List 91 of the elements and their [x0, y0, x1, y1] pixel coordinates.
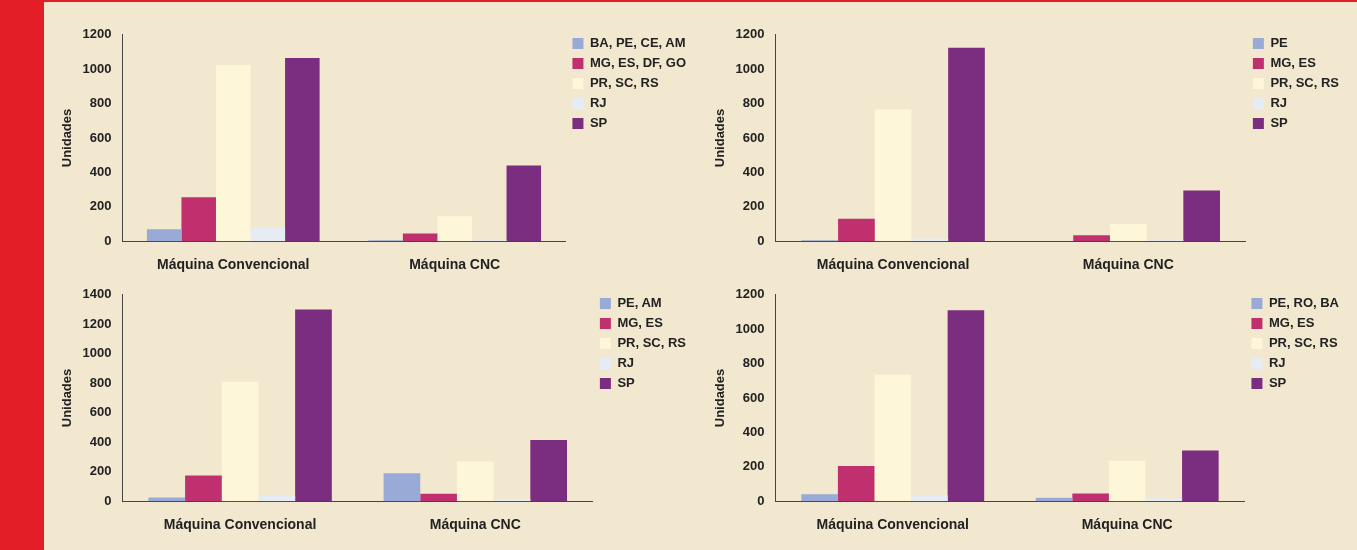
x-tick-label: Máquina CNC	[1081, 516, 1173, 533]
y-tick-label: 1000	[82, 60, 112, 76]
bar	[181, 197, 216, 242]
y-tick-label: 400	[89, 433, 112, 449]
legend-label: MG, ES	[617, 315, 664, 331]
y-tick-label: 1000	[735, 60, 765, 76]
legend-label: MG, ES	[1268, 315, 1315, 331]
x-tick-label: Máquina CNC	[429, 516, 521, 533]
bar	[1072, 493, 1109, 502]
y-tick-label: 1200	[735, 286, 765, 302]
bar	[1182, 450, 1219, 502]
bar	[1108, 460, 1146, 502]
bar	[402, 233, 438, 242]
y-tick-label: 0	[104, 492, 112, 508]
bar	[1183, 190, 1221, 242]
bar	[530, 440, 568, 502]
bar	[1073, 235, 1110, 242]
bar	[258, 496, 296, 502]
y-tick-label: 0	[104, 232, 112, 248]
x-tick-label: Máquina Convencional	[163, 516, 317, 533]
y-tick-label: 1200	[82, 26, 112, 42]
y-tick-label: 1000	[82, 345, 112, 361]
legend-label: SP	[617, 375, 636, 391]
y-tick-label: 800	[742, 95, 765, 111]
bar	[221, 381, 259, 502]
y-tick-label: 200	[742, 198, 765, 214]
legend-label: PR, SC, RS	[1270, 75, 1340, 91]
bar	[838, 218, 875, 242]
legend-label: RJ	[1268, 355, 1286, 371]
x-tick-label: Máquina CNC	[409, 256, 501, 273]
legend-label: SP	[589, 115, 608, 131]
bar	[215, 64, 251, 242]
legend-label: PR, SC, RS	[1268, 335, 1338, 351]
legend-label: PE, AM	[617, 295, 662, 311]
y-tick-label: 600	[89, 129, 112, 145]
y-tick-label: 200	[89, 198, 112, 214]
bar	[250, 227, 286, 242]
y-axis-title: Unidades	[712, 108, 728, 168]
y-tick-label: 800	[89, 95, 112, 111]
bar	[874, 374, 912, 502]
legend-label: RJ	[589, 95, 607, 111]
bar	[146, 229, 182, 242]
x-tick-label: Máquina Convencional	[157, 256, 310, 273]
legend-label: PR, SC, RS	[617, 335, 687, 351]
legend-label: PR, SC, RS	[589, 75, 659, 91]
y-tick-label: 600	[742, 389, 765, 405]
y-tick-label: 800	[89, 374, 112, 390]
legend-label: RJ	[1270, 95, 1287, 111]
x-tick-label: Máquina Convencional	[816, 516, 969, 533]
bar	[837, 465, 875, 502]
legend-label: BA, PE, CE, AM	[589, 35, 686, 51]
bar	[948, 47, 985, 242]
x-tick-label: Máquina Convencional	[816, 256, 970, 273]
x-tick-label: Máquina CNC	[1082, 256, 1174, 273]
bar	[874, 109, 912, 242]
bar	[947, 310, 985, 502]
y-tick-label: 600	[742, 129, 765, 145]
legend-label: SP	[1270, 115, 1289, 131]
legend-label: PE, RO, BA	[1268, 295, 1340, 311]
y-tick-label: 200	[89, 463, 112, 479]
bar	[506, 165, 542, 242]
bar	[285, 58, 320, 242]
y-tick-label: 400	[742, 163, 765, 179]
y-axis-title: Unidades	[59, 368, 75, 428]
bar	[456, 461, 494, 502]
bar	[383, 473, 421, 502]
y-tick-label: 200	[742, 458, 765, 474]
y-tick-label: 0	[757, 492, 765, 508]
y-tick-label: 1200	[735, 26, 765, 42]
bar	[437, 216, 472, 242]
y-axis-title: Unidades	[59, 108, 75, 168]
y-tick-label: 400	[742, 423, 765, 439]
legend-label: SP	[1268, 375, 1287, 391]
bar	[295, 309, 332, 502]
bar	[1109, 224, 1147, 242]
bar	[185, 475, 222, 502]
y-tick-label: 1200	[82, 315, 112, 331]
bar	[420, 493, 457, 502]
y-tick-label: 0	[757, 232, 765, 248]
legend-label: MG, ES, DF, GO	[589, 55, 687, 71]
y-axis-title: Unidades	[712, 368, 728, 428]
legend-label: PE	[1270, 35, 1289, 51]
y-tick-label: 1000	[735, 320, 765, 336]
legend-label: MG, ES	[1270, 55, 1317, 71]
y-tick-label: 800	[742, 355, 765, 371]
legend-label: RJ	[617, 355, 634, 371]
y-tick-label: 1400	[82, 286, 112, 302]
y-tick-label: 400	[89, 163, 112, 179]
y-tick-label: 600	[89, 404, 112, 420]
bar	[801, 494, 838, 502]
bar	[911, 495, 948, 502]
